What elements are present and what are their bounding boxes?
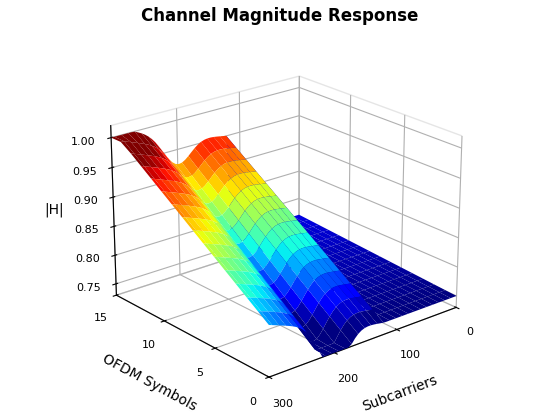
Y-axis label: OFDM Symbols: OFDM Symbols: [100, 352, 199, 414]
Title: Channel Magnitude Response: Channel Magnitude Response: [141, 7, 419, 25]
X-axis label: Subcarriers: Subcarriers: [361, 373, 440, 413]
